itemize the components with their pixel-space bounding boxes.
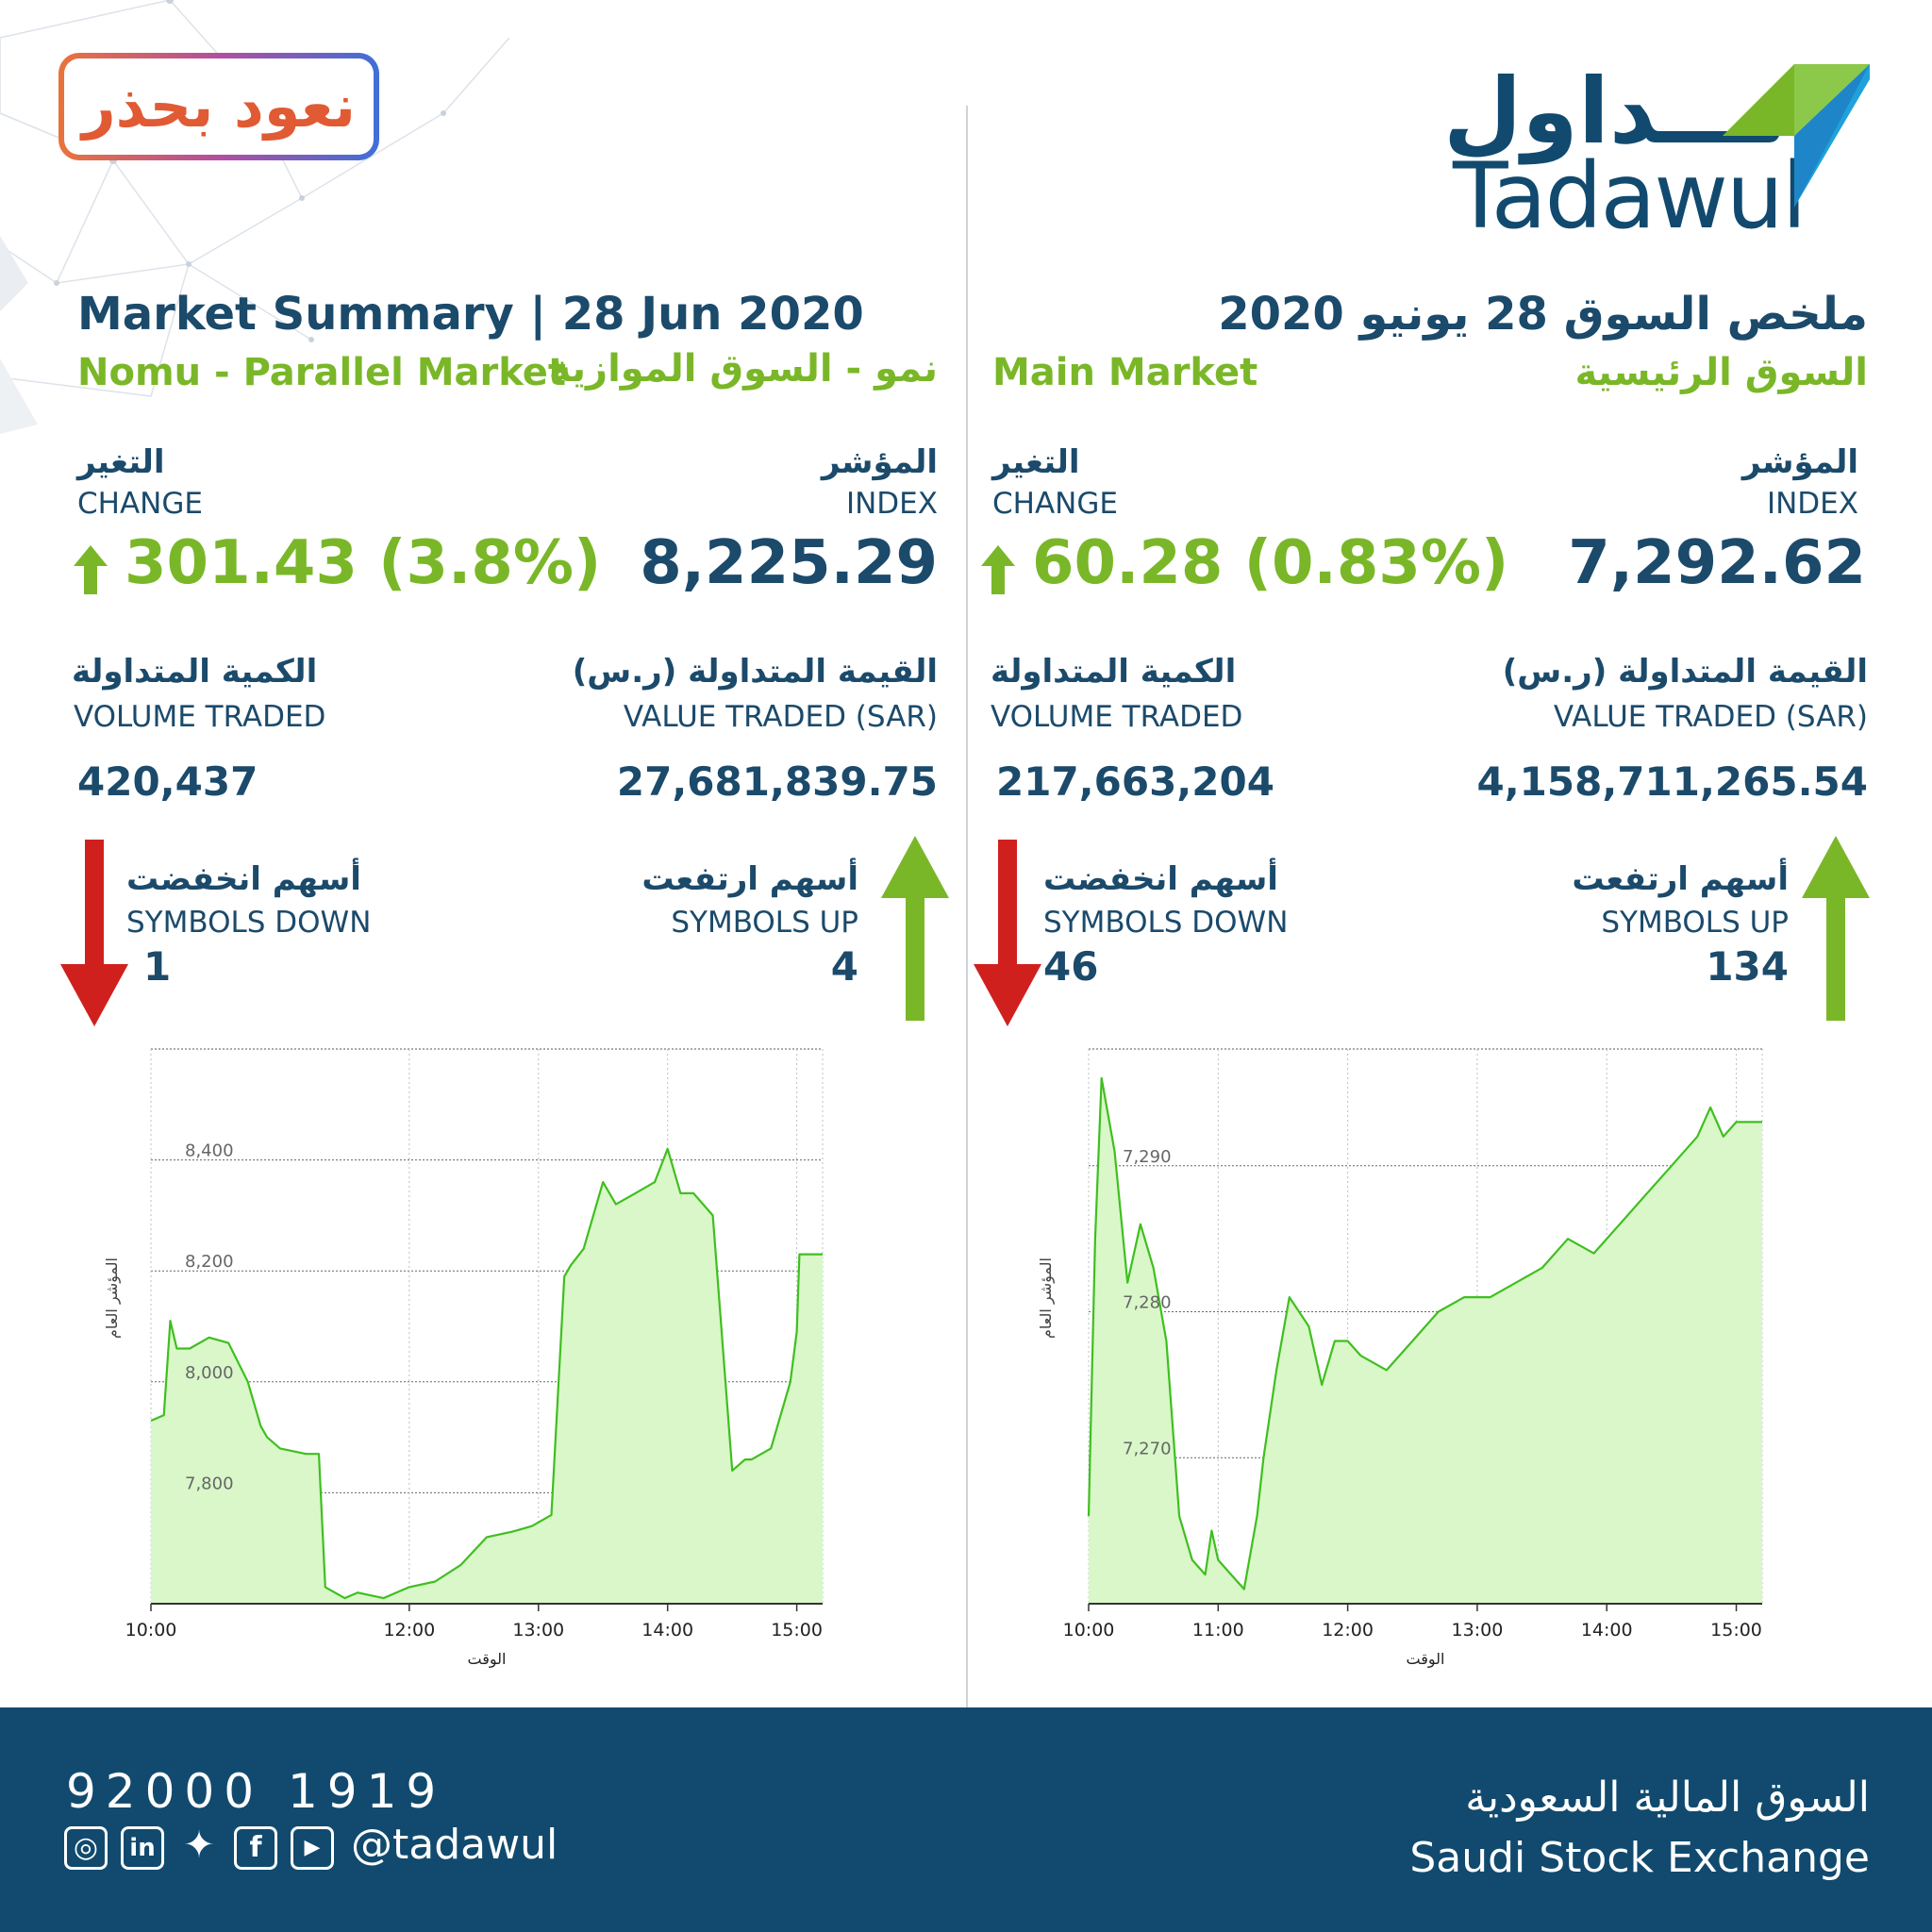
nomu-index-label-ar: المؤشر xyxy=(821,443,938,481)
main-index-chart-y-axis-title: المؤشر العام xyxy=(1037,1257,1056,1339)
nomu-index-chart-x-tick-label: 15:00 xyxy=(771,1620,823,1641)
background-network-pattern xyxy=(0,0,510,434)
nomu-volume-label-en: VOLUME TRADED xyxy=(74,700,326,734)
nomu-index-chart-y-tick-label: 8,400 xyxy=(185,1141,234,1161)
main-index-chart-x-tick-label: 14:00 xyxy=(1581,1620,1633,1641)
linkedin-icon[interactable]: in xyxy=(121,1826,164,1870)
main-volume-value: 217,663,204 xyxy=(996,758,1274,805)
nomu-change-value: 301.43 (3.8%) xyxy=(125,528,602,598)
nomu-symbols-down-label-en: SYMBOLS DOWN xyxy=(126,906,372,940)
main-index-chart: 7,270 7,280 7,290 10:00 11:00 12:00 13:00 14:00… xyxy=(1037,1048,1763,1669)
main-index-chart-x-axis-title: الوقت xyxy=(1407,1650,1445,1669)
main-index-chart-x-tick-label: 10:00 xyxy=(1063,1620,1115,1641)
main-symbols-down-label-en: SYMBOLS DOWN xyxy=(1043,906,1289,940)
nomu-index-chart-series-line xyxy=(150,1147,823,1600)
nomu-change-label-ar: التغير xyxy=(77,443,165,481)
main-symbols-up-arrow-icon xyxy=(1802,836,1870,1021)
nomu-market-label-ar: نمو - السوق الموازية xyxy=(548,347,938,391)
footer-exchange-ar: السوق المالية السعودية xyxy=(1465,1774,1870,1822)
main-symbols-down-label-ar: أسهم انخفضت xyxy=(1043,860,1278,898)
instagram-icon[interactable]: ◎ xyxy=(64,1826,108,1870)
nomu-value-label-ar: القيمة المتداولة (ر.س) xyxy=(572,653,938,691)
main-index-chart-x-tick-label: 15:00 xyxy=(1710,1620,1762,1641)
nomu-change-up-icon xyxy=(74,545,108,594)
facebook-icon[interactable]: f xyxy=(234,1826,277,1870)
main-index-chart-y-tick-label: 7,270 xyxy=(1123,1439,1172,1458)
nomu-index-chart-x-tick-label: 13:00 xyxy=(512,1620,564,1641)
main-index-chart-series-line xyxy=(1087,1076,1762,1591)
footer: 92000 1919 @tadawul السوق المالية السعود… xyxy=(0,1707,1932,1932)
main-symbols-down-value: 46 xyxy=(1043,943,1099,990)
nomu-market-label-en: Nomu - Parallel Market xyxy=(77,351,567,394)
nomu-symbols-up-value: 4 xyxy=(830,943,858,990)
nomu-volume-label-ar: الكمية المتداولة xyxy=(72,653,318,691)
main-market-label-ar: السوق الرئيسية xyxy=(1574,351,1868,394)
nomu-symbols-up-label-en: SYMBOLS UP xyxy=(671,906,858,940)
nomu-index-chart-y-tick-label: 8,200 xyxy=(185,1252,234,1272)
main-index-chart-x-tick-label: 11:00 xyxy=(1192,1620,1244,1641)
main-index-chart-x-tick-label: 12:00 xyxy=(1322,1620,1374,1641)
logo-latin-text: Tadawul xyxy=(1453,143,1807,249)
campaign-badge-text: نعود بحذر xyxy=(81,72,357,141)
main-symbols-down-arrow-icon xyxy=(974,840,1041,1026)
main-heading: ملخص السوق 28 يونيو 2020 xyxy=(1218,288,1868,341)
nomu-symbols-down-arrow-icon xyxy=(60,840,128,1026)
main-symbols-up-label-en: SYMBOLS UP xyxy=(1601,906,1789,940)
nomu-index-chart-y-tick-label: 8,000 xyxy=(185,1363,234,1383)
nomu-index-value: 8,225.29 xyxy=(640,528,938,598)
main-change-label-ar: التغير xyxy=(992,443,1080,481)
nomu-index-chart-x-tick-label: 14:00 xyxy=(641,1620,693,1641)
main-change-value: 60.28 (0.83%) xyxy=(1032,528,1509,598)
main-value-label-en: VALUE TRADED (SAR) xyxy=(1553,700,1868,734)
main-index-chart-series-area xyxy=(1089,1077,1762,1604)
main-market-label-en: Main Market xyxy=(992,351,1258,394)
main-index-chart-y-tick-label: 7,280 xyxy=(1123,1293,1172,1313)
footer-handle: @tadawul xyxy=(351,1821,558,1869)
nomu-index-chart-x-axis-title: الوقت xyxy=(468,1650,507,1669)
main-volume-label-ar: الكمية المتداولة xyxy=(991,653,1237,691)
nomu-heading: Market Summary | 28 Jun 2020 xyxy=(77,288,864,341)
main-value-label-ar: القيمة المتداولة (ر.س) xyxy=(1502,653,1868,691)
nomu-index-chart-x-tick-label: 12:00 xyxy=(383,1620,435,1641)
nomu-symbols-up-label-ar: أسهم ارتفعت xyxy=(641,860,858,898)
nomu-index-chart-x-tick-label: 10:00 xyxy=(125,1620,177,1641)
main-change-up-icon xyxy=(981,545,1015,594)
logo-mark-icon xyxy=(1723,64,1870,208)
campaign-badge: نعود بحذر xyxy=(58,53,379,160)
main-index-chart-x-tick-label: 13:00 xyxy=(1452,1620,1504,1641)
main-symbols-up-label-ar: أسهم ارتفعت xyxy=(1572,860,1789,898)
twitter-icon[interactable]: ✦ xyxy=(183,1824,215,1867)
nomu-index-chart-series-area xyxy=(151,1148,823,1604)
main-symbols-up-value: 134 xyxy=(1706,943,1789,990)
main-index-chart-y-tick-label: 7,290 xyxy=(1123,1147,1172,1167)
nomu-index-chart-y-axis-title: المؤشر العام xyxy=(103,1257,122,1339)
nomu-volume-value: 420,437 xyxy=(77,758,258,805)
nomu-index-chart-y-tick-label: 7,800 xyxy=(185,1474,234,1493)
footer-phone: 92000 1919 xyxy=(66,1764,446,1819)
nomu-symbols-down-value: 1 xyxy=(143,943,172,990)
main-index-label-en: INDEX xyxy=(1766,487,1858,521)
main-value-value: 4,158,711,265.54 xyxy=(1476,758,1868,805)
center-divider xyxy=(966,106,968,1709)
main-volume-label-en: VOLUME TRADED xyxy=(991,700,1243,734)
nomu-change-label-en: CHANGE xyxy=(77,487,203,521)
youtube-icon[interactable]: ▶ xyxy=(291,1826,334,1870)
nomu-value-label-en: VALUE TRADED (SAR) xyxy=(623,700,938,734)
nomu-symbols-up-arrow-icon xyxy=(881,836,949,1021)
main-index-value: 7,292.62 xyxy=(1568,528,1866,598)
nomu-index-label-en: INDEX xyxy=(845,487,938,521)
main-index-label-ar: المؤشر xyxy=(1741,443,1858,481)
main-change-label-en: CHANGE xyxy=(992,487,1118,521)
nomu-index-chart: 7,800 8,000 8,200 8,400 10:00 12:00 13:00 14:00… xyxy=(103,1048,824,1669)
logo-arabic-text: تـــداول xyxy=(1443,58,1789,164)
nomu-value-value: 27,681,839.75 xyxy=(616,758,938,805)
footer-exchange-en: Saudi Stock Exchange xyxy=(1409,1834,1870,1882)
nomu-symbols-down-label-ar: أسهم انخفضت xyxy=(126,860,361,898)
